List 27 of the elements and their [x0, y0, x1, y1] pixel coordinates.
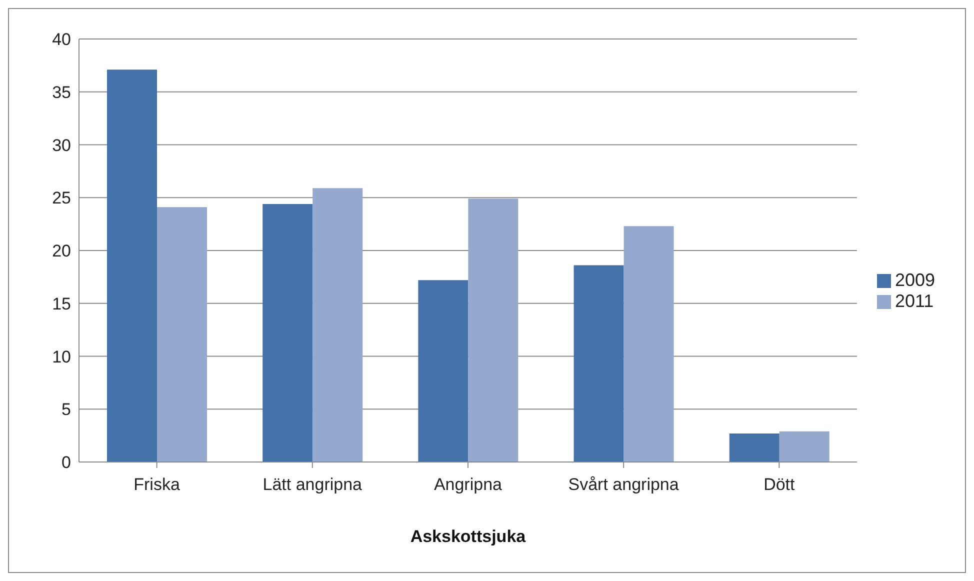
y-tick-label: 30 [52, 136, 71, 155]
x-tick-label: Friska [134, 475, 180, 494]
x-axis-title: Askskottsjuka [410, 527, 526, 546]
legend-label: 2009 [894, 270, 935, 290]
bar [107, 70, 158, 462]
y-tick-label: 5 [62, 400, 71, 420]
bar [262, 204, 313, 462]
bar [418, 280, 468, 462]
y-tick-label: 35 [52, 82, 71, 102]
legend-label: 2011 [894, 290, 934, 310]
y-tick-label: 25 [52, 188, 71, 208]
y-tick-label: 20 [52, 242, 71, 261]
y-tick-label: 0 [62, 453, 71, 472]
y-tick-label: 10 [52, 347, 71, 366]
x-tick-label: Lätt angripna [262, 475, 363, 494]
bar [312, 188, 363, 462]
x-tick-label: Angripna [434, 475, 503, 494]
y-tick-label: 40 [52, 30, 71, 50]
bar [574, 265, 624, 462]
x-tick-label: Svårt angripna [568, 475, 680, 494]
bar [729, 433, 780, 462]
bar [624, 226, 674, 462]
bar [779, 431, 830, 462]
y-tick-label: 15 [52, 294, 71, 314]
bar [468, 198, 518, 462]
x-tick-label: Dött [764, 475, 796, 494]
bar [157, 207, 208, 462]
